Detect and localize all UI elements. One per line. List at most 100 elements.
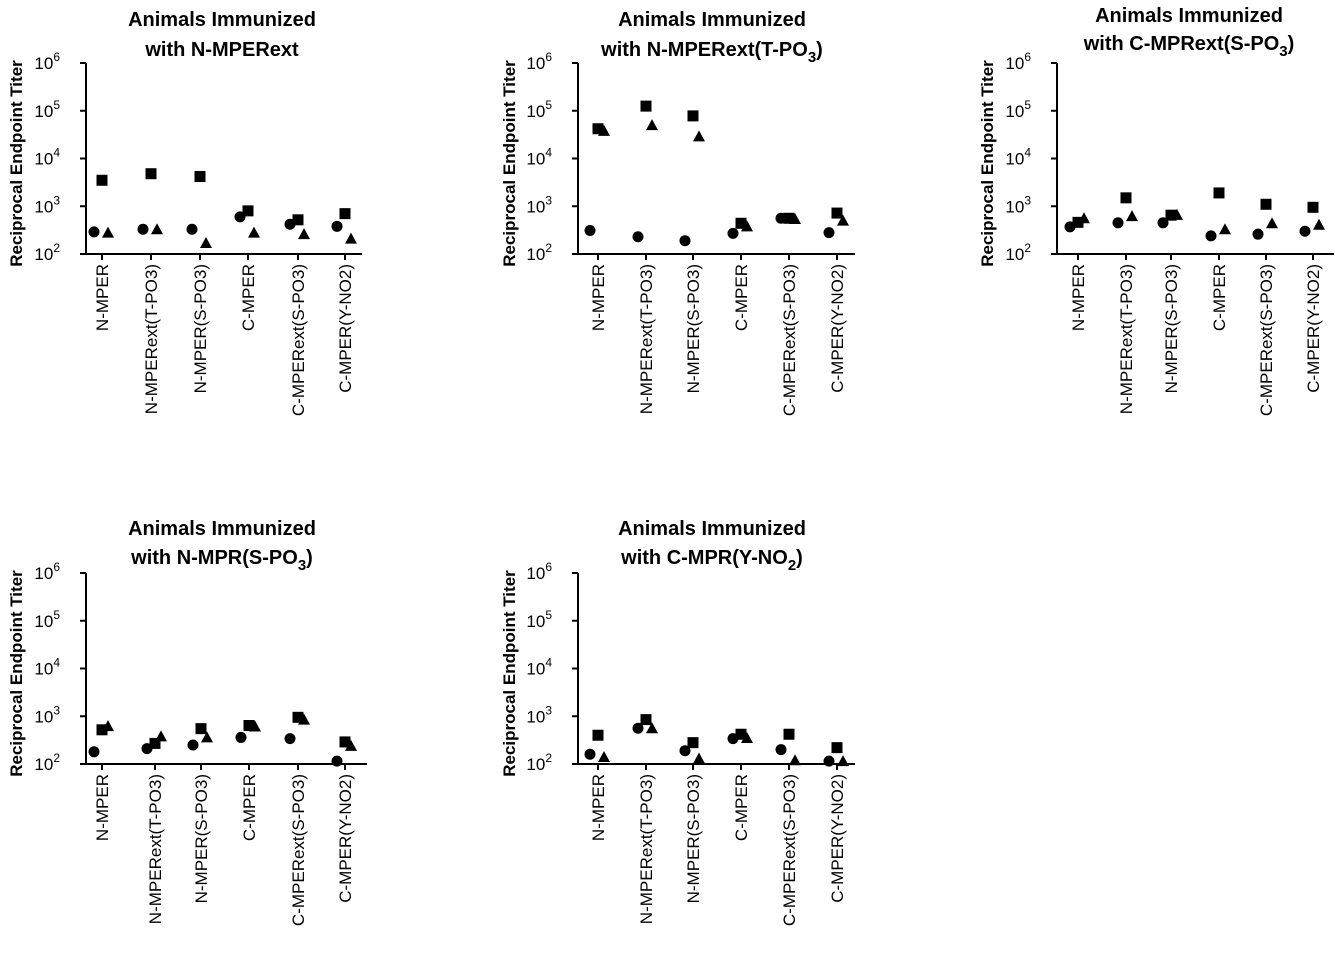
data-point-square — [640, 714, 652, 726]
data-point-triangle — [693, 752, 705, 764]
y-axis-label: Reciprocal Endpoint Titer — [978, 60, 997, 267]
y-axis-label: Reciprocal Endpoint Titer — [500, 60, 519, 267]
x-tick-label: C-MPER(Y-NO2) — [828, 264, 847, 393]
data-point-circle — [137, 223, 149, 235]
data-point-circle — [584, 225, 596, 237]
chart-title-main: with N-MPERext — [144, 39, 299, 61]
y-tick-label: 103 — [34, 703, 60, 726]
data-point-square — [1072, 216, 1084, 228]
x-tick-label: C-MPER(Y-NO2) — [1304, 264, 1323, 393]
y-tick-label: 102 — [1005, 241, 1031, 264]
chart-title-subscript: 2 — [788, 557, 796, 574]
data-point-square — [831, 742, 843, 754]
x-tick-label: C-MPERext(S-PO3) — [780, 774, 799, 926]
y-tick-label: 102 — [526, 241, 552, 264]
y-tick-label: 105 — [526, 98, 552, 121]
y-axis-label: Reciprocal Endpoint Titer — [7, 570, 26, 777]
x-tick-label: C-MPERext(S-PO3) — [289, 264, 308, 416]
data-point-triangle — [646, 722, 658, 734]
x-tick-label: C-MPER — [239, 264, 258, 331]
data-point-circle — [1252, 228, 1264, 240]
data-point-triangle — [646, 119, 658, 131]
data-point-square — [640, 100, 652, 112]
x-tick-label: C-MPER — [240, 774, 259, 841]
chart-title-tail: ) — [306, 547, 313, 569]
data-point-square — [339, 208, 351, 220]
data-point-circle — [186, 223, 198, 235]
y-tick-label: 103 — [526, 193, 552, 216]
chart-title-main: with N-MPERext(T-PO — [600, 39, 808, 61]
x-tick-label: N-MPER(S-PO3) — [192, 774, 211, 903]
data-point-circle — [1112, 217, 1124, 229]
data-point-circle — [88, 226, 100, 238]
y-tick-label: 105 — [34, 98, 60, 121]
chart-title-main: with C-MPRext(S-PO — [1083, 33, 1280, 55]
y-tick-label: 106 — [1005, 50, 1031, 73]
chart-title-tail: ) — [796, 547, 803, 569]
data-point-square — [145, 168, 157, 180]
data-point-triangle — [1126, 210, 1138, 222]
data-point-circle — [632, 722, 644, 734]
chart-title-line1: Animals Immunized — [618, 9, 806, 31]
x-tick-label: N-MPER — [93, 774, 112, 841]
y-tick-label: 104 — [1005, 146, 1031, 169]
chart-title-subscript: 3 — [1279, 43, 1287, 60]
chart-title-tail: ) — [816, 39, 823, 61]
x-tick-label: C-MPER — [732, 774, 751, 841]
data-point-circle — [632, 231, 644, 243]
y-tick-label: 105 — [1005, 98, 1031, 121]
x-tick-label: C-MPERext(S-PO3) — [780, 264, 799, 416]
data-point-triangle — [298, 228, 310, 240]
data-point-circle — [1299, 225, 1311, 237]
data-point-triangle — [249, 720, 261, 732]
data-point-circle — [775, 744, 787, 756]
data-point-triangle — [837, 214, 849, 226]
x-tick-label: N-MPERext(T-PO3) — [637, 774, 656, 924]
chart-title-line1: Animals Immunized — [1095, 5, 1283, 27]
x-tick-label: N-MPER(S-PO3) — [684, 774, 703, 903]
data-point-triangle — [201, 731, 213, 743]
data-point-square — [687, 737, 699, 749]
data-point-triangle — [1171, 208, 1183, 220]
data-point-square — [195, 723, 207, 735]
data-point-triangle — [1078, 212, 1090, 224]
data-point-circle — [235, 731, 247, 743]
x-tick-label: N-MPERext(T-PO3) — [146, 774, 165, 924]
chart-title-line1: Animals Immunized — [128, 9, 316, 31]
data-point-circle — [284, 733, 296, 745]
chart-title-line1: Animals Immunized — [618, 518, 806, 540]
data-point-circle — [1205, 230, 1217, 242]
data-point-square — [783, 212, 795, 224]
data-point-triangle — [345, 232, 357, 244]
y-tick-label: 106 — [34, 560, 60, 583]
y-tick-label: 104 — [34, 146, 60, 169]
x-tick-label: N-MPER — [1069, 264, 1088, 331]
data-point-square — [96, 174, 108, 186]
chart-title-tail: ) — [1288, 33, 1295, 55]
data-point-square — [292, 214, 304, 226]
chart-title-main: with C-MPR(Y-NO — [620, 547, 788, 569]
x-tick-label: N-MPERext(T-PO3) — [637, 264, 656, 414]
chart-title-line2: with N-MPERext(T-PO3) — [600, 39, 823, 66]
chart-title-subscript: 3 — [298, 557, 306, 574]
x-tick-label: C-MPERext(S-PO3) — [289, 774, 308, 926]
y-tick-label: 104 — [34, 656, 60, 679]
x-tick-label: N-MPER(S-PO3) — [1162, 264, 1181, 393]
x-tick-label: C-MPER(Y-NO2) — [336, 774, 355, 903]
data-point-square — [243, 720, 255, 732]
chart-title-line2: with C-MPR(Y-NO2) — [620, 547, 803, 574]
data-point-circle — [727, 227, 739, 239]
data-point-circle — [88, 746, 100, 758]
data-point-triangle — [102, 720, 114, 732]
data-point-square — [339, 736, 351, 748]
y-tick-label: 103 — [526, 703, 552, 726]
y-axis-label: Reciprocal Endpoint Titer — [7, 60, 26, 267]
data-point-circle — [823, 755, 835, 767]
data-point-circle — [187, 739, 199, 751]
data-point-triangle — [789, 213, 801, 225]
data-point-triangle — [789, 754, 801, 766]
data-point-square — [194, 170, 206, 182]
data-point-triangle — [151, 223, 163, 235]
x-tick-label: N-MPER(S-PO3) — [191, 264, 210, 393]
data-point-triangle — [598, 751, 610, 763]
